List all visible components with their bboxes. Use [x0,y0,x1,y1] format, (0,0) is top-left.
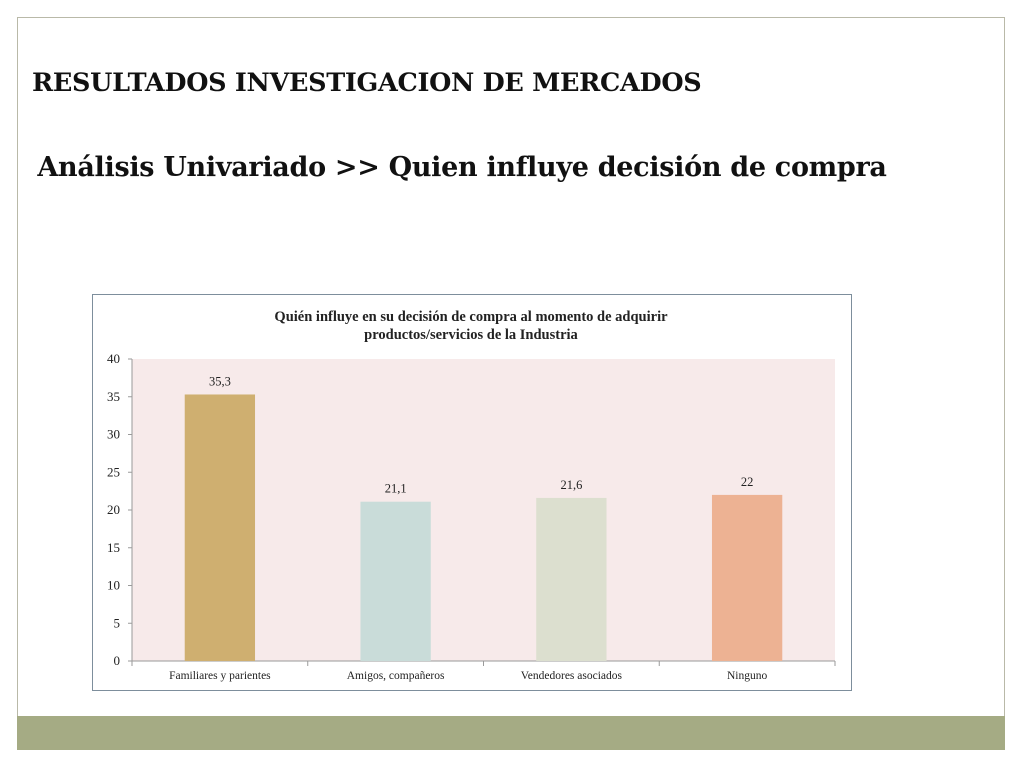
y-tick-label: 20 [107,502,120,517]
bar-chart: Quién influye en su decisión de compra a… [107,309,836,682]
y-tick-label: 15 [107,540,120,555]
x-category-label: Vendedores asociados [521,670,623,682]
y-tick-label: 10 [107,578,120,593]
slide-subheading: Análisis Univariado >> Quien influye dec… [37,152,887,183]
chart-title-line: Quién influye en su decisión de compra a… [274,309,668,325]
data-label: 21,6 [560,478,582,492]
y-tick-label: 30 [107,427,120,442]
y-tick-label: 40 [107,351,120,366]
bar [360,501,431,661]
slide-heading: RESULTADOS INVESTIGACION DE MERCADOS [32,68,702,98]
chart-title-line: productos/servicios de la Industria [364,327,578,343]
y-tick-label: 35 [107,389,120,404]
bar [536,497,607,661]
y-tick-label: 25 [107,464,120,479]
data-label: 35,3 [209,374,231,388]
chart-container: Quién influye en su decisión de compra a… [92,294,852,691]
bar [711,494,783,661]
bar [184,394,256,661]
x-category-label: Familiares y parientes [169,670,271,682]
x-category-label: Ninguno [727,670,768,682]
y-tick-label: 5 [114,615,121,630]
data-label: 21,1 [385,482,407,496]
x-category-label: Amigos, compañeros [347,670,445,682]
bottom-bar [17,716,1005,750]
data-label: 22 [741,475,754,489]
y-tick-label: 0 [114,653,121,668]
